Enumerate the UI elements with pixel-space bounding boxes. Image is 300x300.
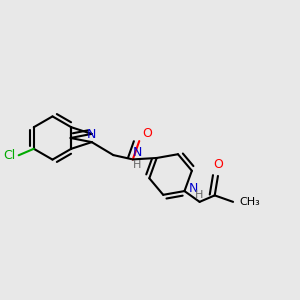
Text: N: N (87, 128, 96, 141)
Text: H: H (133, 160, 141, 170)
Text: N: N (133, 146, 142, 159)
Text: H: H (195, 190, 204, 200)
Text: O: O (142, 127, 152, 140)
Text: CH₃: CH₃ (239, 197, 260, 207)
Text: Cl: Cl (3, 149, 16, 162)
Text: N: N (189, 182, 198, 196)
Text: O: O (213, 158, 223, 172)
